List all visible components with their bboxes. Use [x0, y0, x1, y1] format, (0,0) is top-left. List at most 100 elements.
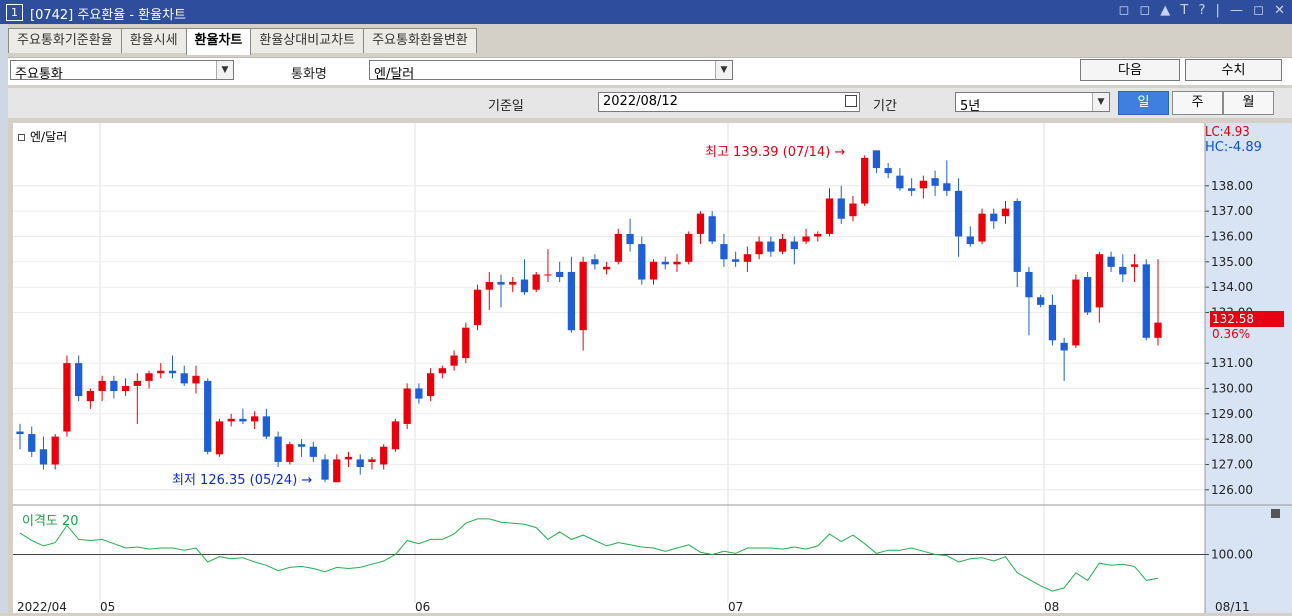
currency-select-value: 엔/달러 — [374, 67, 415, 82]
candle-body — [204, 380, 212, 452]
candle-body — [579, 261, 587, 331]
y-tick-2: 136.00 — [1211, 229, 1253, 243]
candle-body — [63, 363, 71, 432]
y-tick-11: 126.00 — [1211, 483, 1253, 497]
candle-body — [720, 244, 728, 260]
currency-select[interactable]: 엔/달러 ▼ — [369, 60, 733, 82]
legend-square-icon — [18, 134, 25, 141]
candle-body — [685, 233, 693, 262]
candle-body — [121, 385, 130, 391]
candle-body — [86, 391, 95, 402]
candle-body — [978, 213, 986, 242]
candle-body — [333, 459, 341, 483]
candle-body — [262, 416, 271, 437]
period-select-value: 5년 — [960, 99, 981, 114]
calendar-icon[interactable] — [845, 95, 857, 107]
candle-body — [825, 198, 834, 234]
tab-3[interactable]: 환율상대비교차트 — [250, 28, 365, 53]
series-name: 엔/달러 — [30, 130, 68, 144]
x-label-4: 08 — [1044, 600, 1060, 614]
candle-body — [1083, 277, 1092, 313]
candle-body — [450, 355, 458, 366]
candle-body — [168, 370, 177, 374]
candle-body — [661, 261, 669, 265]
candle-body — [16, 431, 24, 435]
y-tick-0: 138.00 — [1211, 179, 1253, 193]
candle-body — [98, 380, 106, 391]
candle-body — [696, 213, 705, 234]
candle-body — [884, 168, 892, 174]
candle-body — [344, 456, 353, 460]
candle-body — [1095, 254, 1103, 308]
candle-body — [1060, 342, 1068, 351]
tab-1[interactable]: 환율시세 — [120, 28, 187, 53]
x-label-3: 07 — [728, 600, 744, 614]
y-tick-10: 127.00 — [1211, 457, 1253, 471]
indicator-close-icon[interactable] — [1271, 509, 1280, 518]
candlestick-chart: 138.00137.00136.00135.00134.00133.00131.… — [13, 123, 1292, 613]
candle-body — [473, 289, 482, 326]
group-select-value: 주요통화 — [15, 67, 63, 82]
candle-body — [591, 259, 599, 265]
candle-body — [110, 380, 118, 391]
chart-area[interactable]: 138.00137.00136.00135.00134.00133.00131.… — [13, 123, 1292, 613]
candle-body — [966, 236, 974, 245]
candle-body — [1130, 264, 1139, 267]
y-tick-6: 131.00 — [1211, 356, 1253, 370]
candle-body — [380, 446, 388, 465]
candle-body — [708, 216, 716, 242]
candle-body — [614, 233, 622, 262]
candle-body — [896, 175, 904, 189]
indicator-line — [19, 518, 1159, 592]
currency-label: 통화명 — [291, 67, 327, 82]
candle-body — [931, 178, 939, 186]
candle-body — [814, 233, 822, 237]
y-tick-8: 129.00 — [1211, 407, 1253, 421]
base-date-value: 2022/08/12 — [603, 94, 678, 109]
candle-body — [39, 449, 48, 465]
value-button[interactable]: 수치 — [1185, 59, 1282, 81]
candle-body — [274, 436, 282, 462]
candle-body — [556, 271, 564, 277]
candle-body — [602, 266, 611, 270]
candle-body — [1142, 264, 1150, 338]
window-controls[interactable]: ◻ ◻ ▲ T ? | — ◻ ✕ — [1118, 3, 1288, 18]
base-date-input[interactable]: 2022/08/12 — [598, 92, 860, 112]
candle-body — [403, 388, 411, 424]
candle-body — [990, 213, 998, 222]
group-select[interactable]: 주요통화 ▼ — [10, 60, 234, 82]
period-button-1[interactable]: 주 — [1172, 91, 1223, 115]
period-button-2[interactable]: 월 — [1223, 91, 1274, 115]
x-label-2: 06 — [415, 600, 431, 614]
chevron-down-icon: ▼ — [216, 61, 233, 79]
high-annotation: 최고 139.39 (07/14) → — [705, 145, 846, 160]
period-button-0[interactable]: 일 — [1118, 91, 1169, 115]
candle-body — [192, 375, 200, 384]
toolbar: 주요통화 ▼ 통화명 엔/달러 ▼ 다음 수치 — [8, 57, 1292, 85]
candle-body — [673, 261, 681, 265]
candle-body — [732, 259, 740, 262]
chevron-down-icon: ▼ — [1092, 93, 1109, 111]
candle-body — [145, 373, 153, 381]
candle-body — [778, 239, 787, 252]
window-number: 1 — [6, 4, 23, 21]
period-select[interactable]: 5년 ▼ — [955, 92, 1110, 114]
chevron-down-icon: ▼ — [715, 61, 732, 79]
tab-4[interactable]: 주요통화환율변환 — [363, 28, 477, 53]
high-annotation-text: 최고 139.39 (07/14) — [705, 145, 831, 160]
tab-0[interactable]: 주요통화기준환율 — [8, 28, 122, 53]
candle-body — [790, 241, 798, 250]
y-tick-4: 134.00 — [1211, 280, 1253, 294]
next-button[interactable]: 다음 — [1080, 59, 1180, 81]
x-label-5: 08/11 — [1215, 600, 1250, 614]
candle-body — [51, 436, 59, 465]
candle-body — [497, 282, 505, 285]
hc-value: HC:-4.89 — [1205, 140, 1262, 155]
candle-body — [638, 244, 646, 280]
y-tick-3: 135.00 — [1211, 255, 1253, 269]
candle-body — [426, 373, 435, 397]
tab-2[interactable]: 환율차트 — [185, 28, 252, 55]
candle-body — [1072, 279, 1080, 346]
candle-body — [907, 188, 916, 191]
title-bar: 1 [0742] 주요환율 - 환율차트 ◻ ◻ ▲ T ? | — ◻ ✕ — [0, 0, 1292, 24]
